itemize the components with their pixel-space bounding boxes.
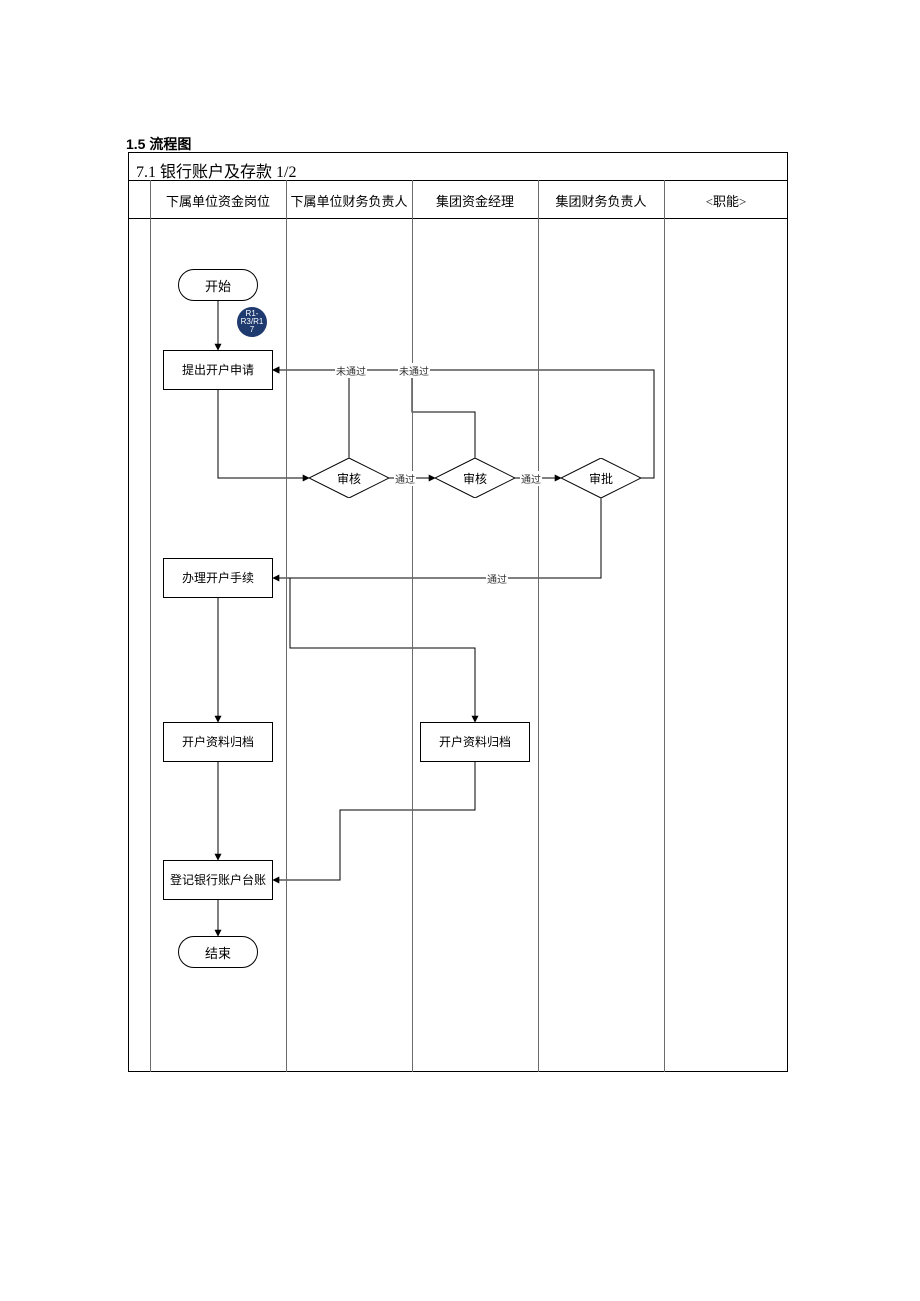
process-node: 开户资料归档 — [420, 722, 530, 762]
decision-node: 审批 — [561, 458, 641, 498]
edge — [273, 762, 475, 880]
edge-label: 未通过 — [335, 363, 367, 378]
lane-separator — [412, 180, 413, 1072]
lane-header: 下属单位资金岗位 — [150, 191, 286, 210]
lane-header: 集团财务负责人 — [538, 191, 664, 210]
process-node: 登记银行账户台账 — [163, 860, 273, 900]
edge — [273, 578, 475, 722]
decision-node: 审核 — [435, 458, 515, 498]
edge — [273, 370, 475, 458]
lane-header: <职能> — [664, 191, 788, 210]
lane-separator — [788, 180, 789, 1072]
lane-header: 集团资金经理 — [412, 191, 538, 210]
decision-label: 审核 — [435, 458, 515, 498]
decision-label: 审批 — [561, 458, 641, 498]
edge-label: 通过 — [486, 571, 508, 586]
lane-separator — [538, 180, 539, 1072]
edge-label: 通过 — [520, 471, 542, 486]
lane-separator — [286, 180, 287, 1072]
end-node: 结束 — [178, 936, 258, 968]
lane-header: 下属单位财务负责人 — [286, 191, 412, 210]
process-node: 提出开户申请 — [163, 350, 273, 390]
process-node: 办理开户手续 — [163, 558, 273, 598]
edge-label: 未通过 — [398, 363, 430, 378]
reference-badge: R1- R3/R1 7 — [237, 307, 267, 337]
lane-separator — [664, 180, 665, 1072]
edge-label: 通过 — [394, 471, 416, 486]
process-node: 开户资料归档 — [163, 722, 273, 762]
lane-separator — [150, 180, 151, 1072]
decision-label: 审核 — [309, 458, 389, 498]
edge — [273, 370, 349, 458]
edge — [273, 498, 601, 578]
edge — [218, 390, 309, 478]
decision-node: 审核 — [309, 458, 389, 498]
page: 1.5 流程图 7.1 银行账户及存款 1/2 下属单位资金岗位下属单位财务负责… — [0, 0, 920, 1301]
start-node: 开始 — [178, 269, 258, 301]
